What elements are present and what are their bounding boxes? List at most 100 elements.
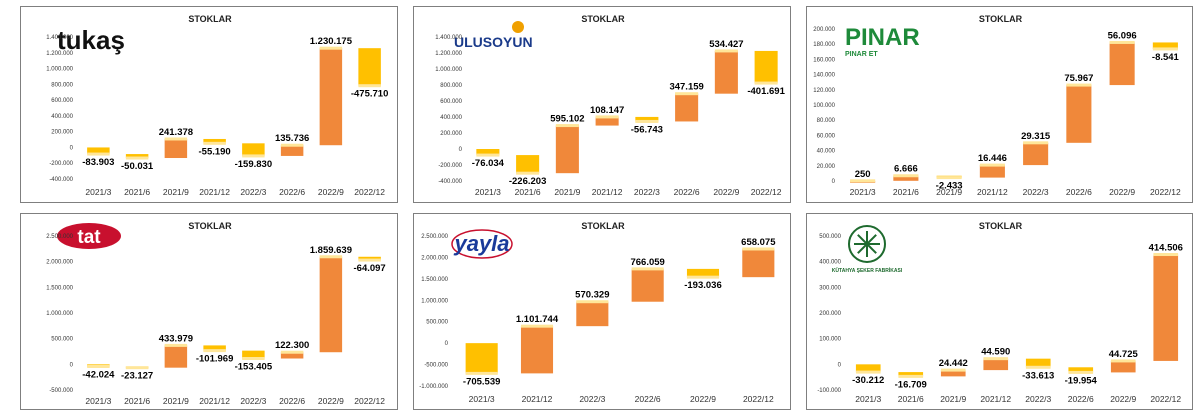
bar-end-cap: [936, 176, 962, 180]
x-category-label: 2021/9: [554, 187, 580, 197]
data-label: -64.097: [354, 263, 386, 274]
data-label: -33.613: [1022, 370, 1054, 381]
bar-end-cap: [203, 349, 226, 353]
y-tick-label: 200.000: [819, 311, 841, 317]
pinar-logo-icon: PINAR: [845, 24, 920, 51]
x-category-label: 2022/9: [690, 394, 716, 404]
data-label: -55.190: [199, 146, 231, 157]
data-label: -76.034: [472, 158, 505, 169]
tat-logo-text: tat: [77, 227, 101, 248]
bar-end-cap: [675, 92, 699, 96]
data-label: 44.590: [981, 347, 1010, 358]
x-category-label: 2022/9: [1109, 187, 1135, 197]
x-category-label: 2021/6: [515, 187, 541, 197]
y-tick-label: -500.000: [424, 363, 448, 369]
waterfall-bar: [983, 358, 1009, 371]
ulusoyun-logo-icon: [512, 21, 524, 33]
waterfall-bar: [631, 268, 664, 302]
x-category-label: 2022/3: [240, 396, 266, 406]
bar-end-cap: [555, 124, 579, 128]
waterfall-bar: [164, 345, 188, 368]
waterfall-bar: [675, 93, 699, 122]
y-tick-label: 1.500.000: [46, 285, 73, 291]
x-category-label: 2021/12: [199, 187, 230, 197]
chart-panel-tat: tat STOKLAR -500.000 0 500.000 1.000.000 1.500…: [20, 213, 398, 410]
waterfall-bar: [319, 48, 343, 146]
x-category-label: 2022/6: [635, 394, 661, 404]
chart-svg: yayla STOKLAR -1.000.000 -500.000 0 500.000 1.…: [419, 221, 776, 404]
bar-end-cap: [898, 374, 924, 378]
x-category-label: 2022/6: [279, 396, 305, 406]
x-category-label: 2021/3: [855, 394, 881, 404]
data-label: -153.405: [235, 362, 273, 373]
waterfall-bar: [893, 175, 919, 181]
y-tick-label: 1.200.000: [46, 51, 73, 57]
x-category-label: 2022/12: [1150, 394, 1181, 404]
y-tick-label: 300.000: [819, 285, 841, 291]
bar-end-cap: [714, 49, 738, 53]
bar-end-cap: [1066, 83, 1092, 87]
bar-end-cap: [87, 364, 110, 368]
y-tick-label: 600.000: [51, 98, 73, 104]
bar-end-cap: [754, 81, 778, 85]
waterfall-bar: [686, 268, 720, 278]
yayla-logo-text: yayla: [453, 231, 509, 256]
data-label: 347.159: [669, 82, 703, 93]
x-category-label: 2021/3: [475, 187, 501, 197]
bar-end-cap: [476, 153, 500, 157]
y-tick-label: 1.000.000: [46, 311, 73, 317]
bar-end-cap: [203, 141, 226, 145]
data-label: -401.691: [747, 86, 785, 97]
y-tick-label: 2.500.000: [46, 234, 73, 240]
data-label: 75.967: [1064, 73, 1093, 84]
y-tick-label: 500.000: [819, 234, 841, 240]
waterfall-bar: [1066, 85, 1092, 143]
bar-end-cap: [631, 267, 664, 271]
data-label: -42.024: [82, 369, 115, 380]
waterfall-bar: [242, 350, 265, 359]
waterfall-bar: [555, 125, 579, 174]
data-label: -30.212: [852, 375, 884, 386]
y-tick-label: -400.000: [49, 177, 73, 183]
yayla-logo-icon: [451, 229, 513, 259]
chart-panel-pinar: PINAR PINAR ET STOKLAR 0 20.000 40.000 60.000 8…: [806, 6, 1193, 203]
data-label: 1.101.744: [516, 314, 559, 325]
y-tick-label: 1.000.000: [435, 67, 462, 73]
bar-end-cap: [893, 174, 919, 178]
bar-end-cap: [983, 357, 1009, 361]
bar-end-cap: [850, 179, 876, 183]
waterfall-bar: [203, 138, 226, 144]
x-category-label: 2022/12: [743, 394, 774, 404]
x-category-label: 2021/6: [124, 187, 150, 197]
x-category-label: 2022/9: [1110, 394, 1136, 404]
data-label: -50.031: [121, 161, 154, 172]
waterfall-bar: [1023, 142, 1049, 166]
x-category-label: 2021/9: [936, 187, 962, 197]
y-tick-label: 2.500.000: [421, 234, 448, 240]
y-tick-label: 40.000: [817, 149, 836, 155]
y-tick-label: 1.400.000: [46, 35, 73, 41]
waterfall-bar: [125, 154, 149, 159]
data-label: 108.147: [590, 105, 624, 116]
waterfall-bar: [242, 143, 265, 156]
y-tick-label: -200.000: [438, 163, 462, 169]
bar-end-cap: [520, 324, 554, 328]
data-label: 16.446: [978, 153, 1007, 164]
bar-end-cap: [1153, 253, 1179, 257]
waterfall-bar: [280, 352, 304, 359]
waterfall-bar: [635, 116, 659, 122]
data-label: 766.059: [630, 257, 664, 268]
bar-end-cap: [125, 366, 149, 370]
x-category-label: 2022/3: [579, 394, 605, 404]
x-category-label: 2021/3: [469, 394, 495, 404]
data-label: 433.979: [159, 333, 193, 344]
waterfall-bar: [1109, 42, 1135, 86]
waterfall-bar: [1110, 360, 1136, 373]
waterfall-bar: [465, 343, 498, 374]
waterfall-bar: [358, 48, 381, 86]
x-category-label: 2021/9: [163, 396, 189, 406]
bar-end-cap: [940, 368, 966, 372]
chart-title: STOKLAR: [581, 221, 625, 231]
chart-svg: ULUSOYUN STOKLAR -400.000 -200.000 0 200.000 4…: [435, 14, 785, 197]
y-tick-label: 140.000: [813, 73, 835, 79]
